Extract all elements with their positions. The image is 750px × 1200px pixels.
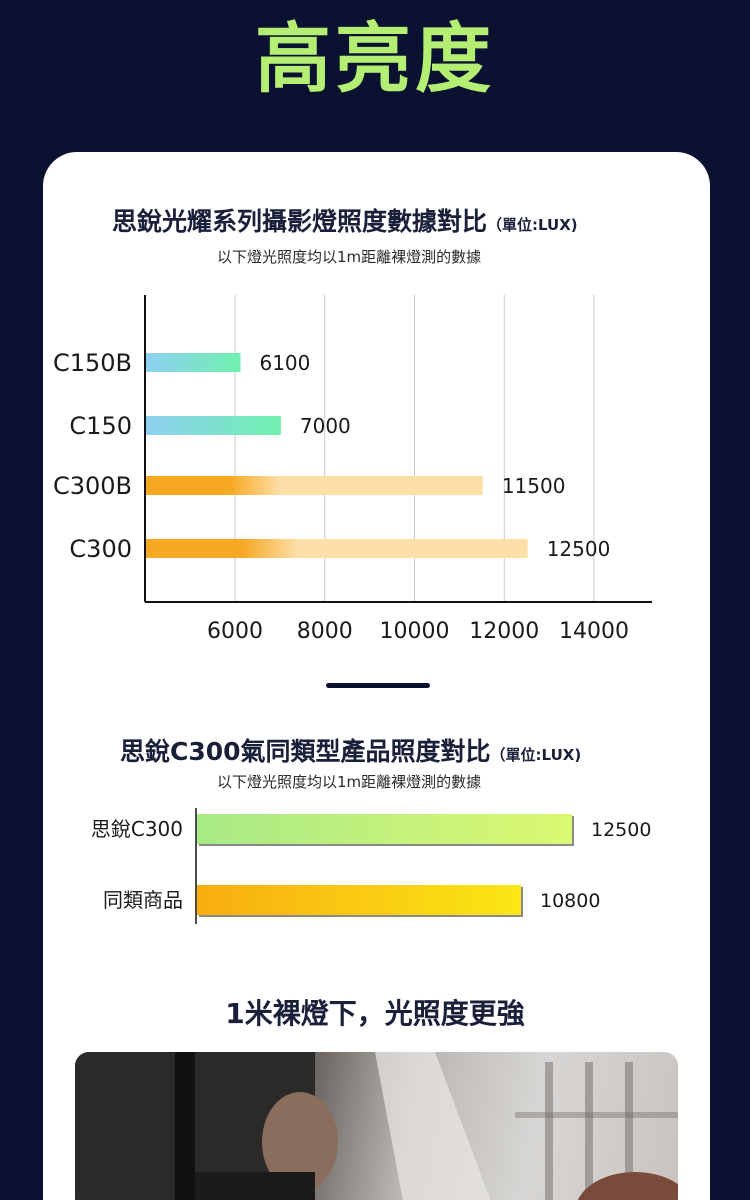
chart1-value-label: 12500 bbox=[547, 537, 611, 561]
chart1-value-label: 7000 bbox=[300, 414, 351, 438]
chart2-value-label: 10800 bbox=[540, 890, 600, 912]
chart1-x-tick-label: 10000 bbox=[380, 619, 450, 644]
chart1-x-tick-label: 12000 bbox=[469, 619, 539, 644]
chart1-unit: （單位:LUX) bbox=[487, 216, 578, 234]
chart1-value-label: 11500 bbox=[502, 474, 566, 498]
hero-title: 高亮度 bbox=[255, 14, 495, 103]
chart1-bar-c300 bbox=[146, 539, 528, 558]
chart1-bar-c150 bbox=[146, 416, 281, 435]
chart1-category-label: C300 bbox=[69, 535, 132, 563]
chart1-category-label: C150 bbox=[69, 412, 132, 440]
chart2-subtitle: 以下燈光照度均以1m距離裸燈測的數據 bbox=[217, 773, 482, 791]
chart1-bar-c150b bbox=[146, 353, 241, 372]
chart1-x-tick-label: 6000 bbox=[207, 619, 263, 644]
chart1-title-block: 思銳光耀系列攝影燈照度數據對比（單位:LUX) bbox=[112, 202, 578, 238]
chart1-bar-c300b bbox=[146, 476, 483, 495]
chart2-category-label: 思銳C300 bbox=[91, 817, 183, 841]
chart1-value-label: 6100 bbox=[259, 351, 310, 375]
chart1-plot: 6000 8000 10000 12000 14000 C150B 6100 C150 7000… bbox=[53, 295, 652, 644]
chart1-title: 思銳光耀系列攝影燈照度數據對比 bbox=[112, 207, 488, 236]
chart1-subtitle: 以下燈光照度均以1m距離裸燈測的數據 bbox=[217, 248, 482, 266]
chart2-title-block: 思銳C300氣同類型產品照度對比（單位:LUX) bbox=[120, 732, 581, 768]
content-card bbox=[43, 152, 710, 1200]
chart2-title: 思銳C300氣同類型產品照度對比 bbox=[120, 737, 491, 766]
chart1-category-label: C150B bbox=[53, 349, 132, 377]
photo-illustration bbox=[75, 1052, 678, 1200]
chart1-x-tick-label: 8000 bbox=[297, 619, 353, 644]
chart1-category-label: C300B bbox=[53, 472, 132, 500]
chart2-category-label: 同類商品 bbox=[103, 888, 183, 912]
chart2-bar-1 bbox=[197, 885, 521, 915]
chart2-plot: 思銳C300 12500 同類商品 10800 bbox=[91, 808, 651, 924]
product-photo bbox=[75, 1052, 678, 1200]
chart1-x-tick-label: 14000 bbox=[559, 619, 629, 644]
chart2-bar-0 bbox=[197, 814, 572, 844]
footer-caption: 1米裸燈下，光照度更強 bbox=[225, 997, 525, 1030]
chart2-value-label: 12500 bbox=[591, 819, 651, 841]
section-divider bbox=[326, 683, 430, 688]
chart2-unit: （單位:LUX) bbox=[490, 746, 582, 764]
